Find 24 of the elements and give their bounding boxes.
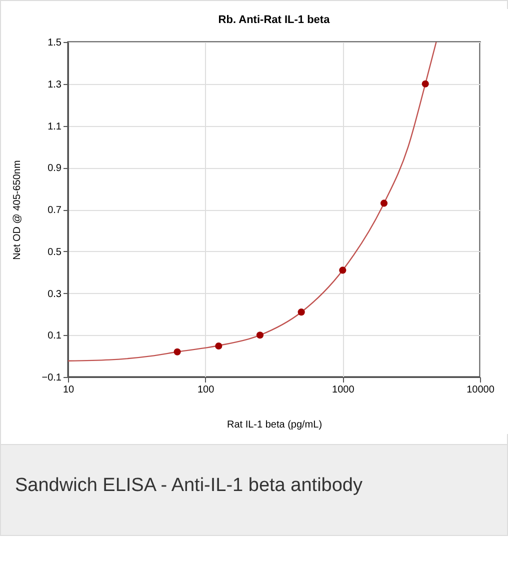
x-tick-label: 1000 <box>332 384 355 396</box>
chart-title: Rb. Anti-Rat IL-1 beta <box>218 14 331 26</box>
point <box>380 200 388 207</box>
x-axis-title: Rat IL-1 beta (pg/mL) <box>226 420 322 430</box>
point <box>174 348 181 356</box>
point <box>215 342 222 350</box>
y-tick-label: −0.1 <box>42 372 62 384</box>
y-tick-label: 0.1 <box>48 330 62 342</box>
point <box>339 266 346 274</box>
y-tick-label: 1.3 <box>48 79 62 90</box>
point <box>256 332 264 339</box>
y-tick-label: 0.7 <box>48 205 62 216</box>
x-tick-label: 10 <box>62 384 74 396</box>
y-tick-label: 1.1 <box>48 121 62 132</box>
y-tick-label: 0.9 <box>48 163 62 174</box>
y-axis-title: Net OD @ 405-650nm <box>12 160 23 260</box>
x-tick-label: 10000 <box>466 384 495 396</box>
text: Sandwich ELISA - Anti-IL-1 beta antibody <box>1 444 507 535</box>
y-tick-label: 1.5 <box>48 38 62 48</box>
point <box>298 308 305 316</box>
y-tick-label: 0.3 <box>48 288 62 300</box>
point <box>422 80 429 88</box>
x-tick-label: 100 <box>197 384 215 396</box>
y-tick-label: 0.5 <box>48 246 62 258</box>
